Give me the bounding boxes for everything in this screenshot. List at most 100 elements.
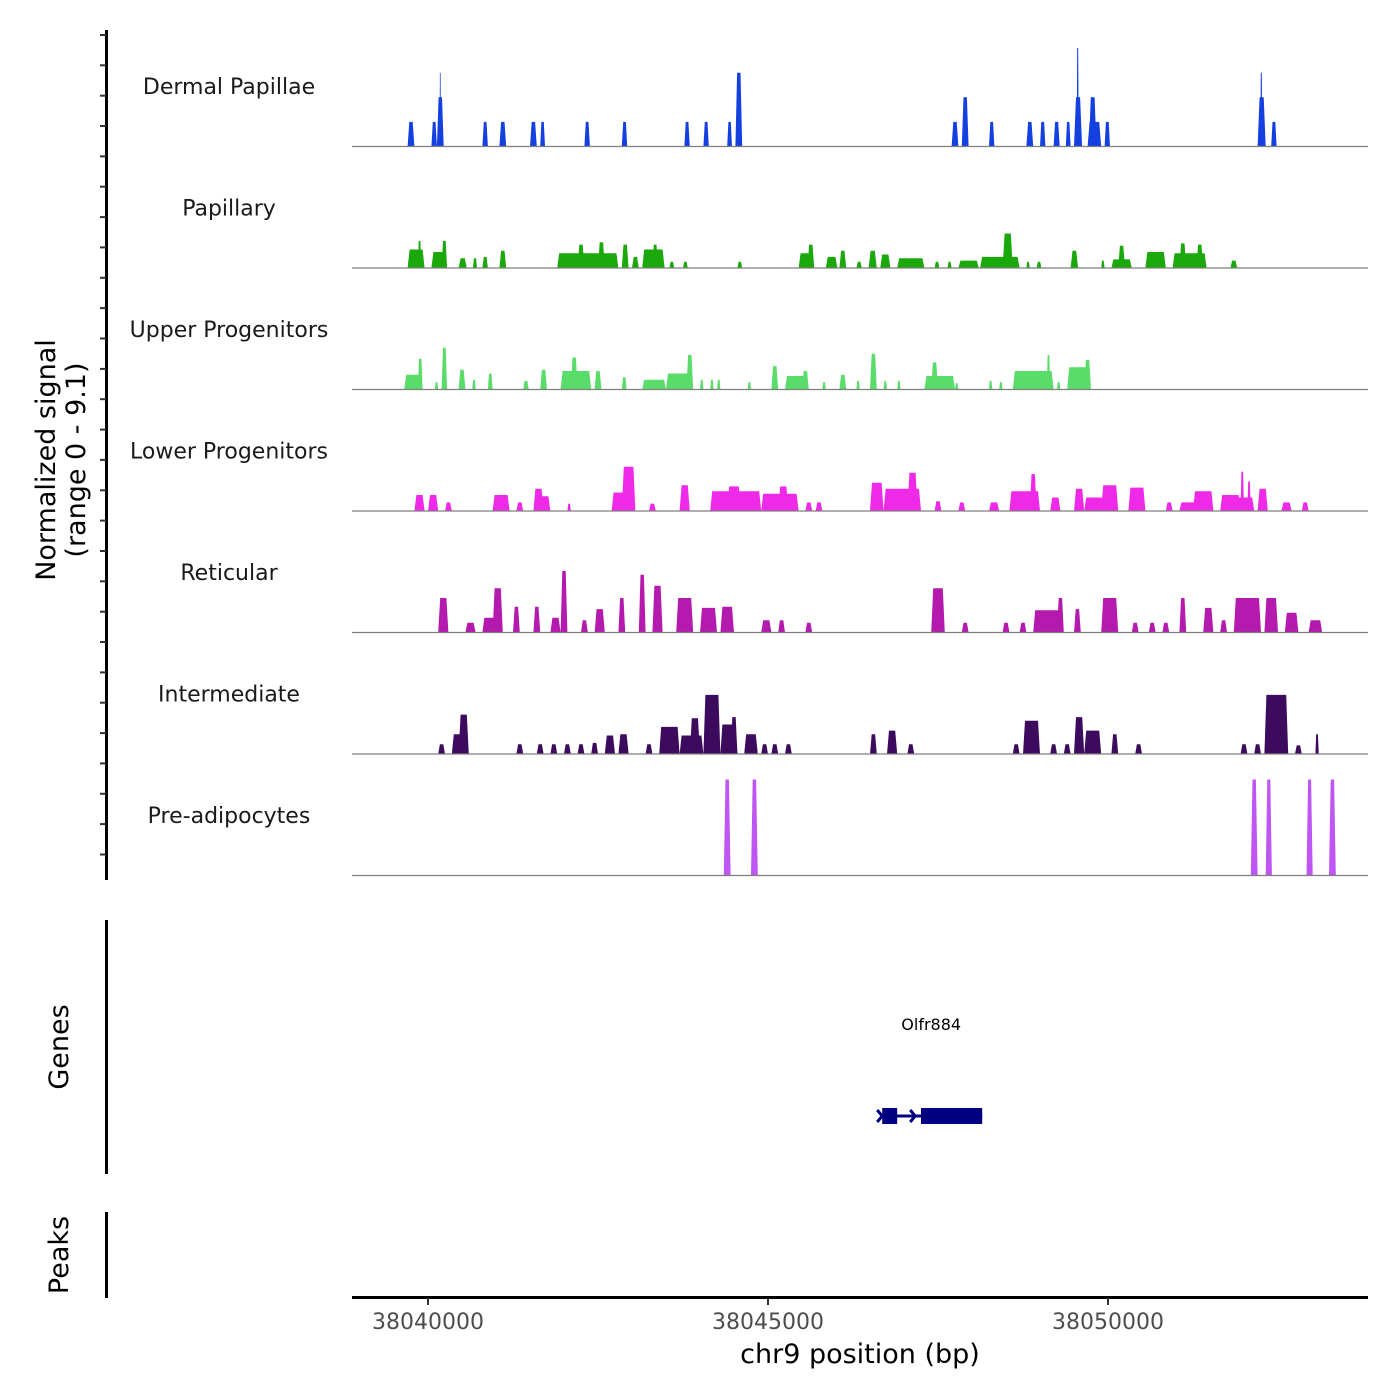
signal-peak: [536, 496, 551, 511]
signal-peak: [989, 380, 993, 390]
signal-peak: [1036, 261, 1042, 268]
signal-peak: [1101, 485, 1119, 511]
signal-peak: [839, 250, 847, 268]
strand-arrow-icon: [909, 1109, 918, 1123]
signal-peak: [710, 379, 714, 390]
signal-peak: [434, 382, 439, 390]
signal-peak: [870, 482, 884, 511]
signal-peak: [737, 261, 743, 268]
signal-peak: [557, 253, 619, 268]
signal-peak: [438, 598, 449, 633]
signal-peak: [1264, 598, 1278, 633]
signal-peak: [870, 353, 877, 390]
signal-peak: [868, 250, 877, 268]
signal-peak: [1203, 607, 1214, 633]
signal-peak: [1233, 598, 1261, 633]
signal-peak: [499, 250, 507, 268]
track-label: Pre-adipocytes: [148, 804, 311, 829]
signal-peak: [785, 744, 792, 754]
signal-peak: [720, 606, 734, 633]
signal-peak: [951, 121, 959, 147]
signal-peak: [1250, 779, 1258, 876]
signal-peak: [727, 121, 732, 147]
signal-peak: [645, 744, 653, 754]
signal-peak: [530, 121, 537, 147]
coverage-y-axis-ticks: [100, 34, 106, 856]
signal-peak: [761, 620, 772, 633]
signal-peak: [839, 374, 847, 390]
signal-peak: [1179, 243, 1187, 268]
signal-peak: [428, 495, 439, 511]
y-axis-title: Normalized signal (range 0 - 9.1): [31, 339, 92, 581]
signal-peak: [550, 617, 561, 633]
signal-peak: [1247, 481, 1251, 511]
strand-arrow-icon: [876, 1109, 885, 1123]
signal-peak: [540, 369, 547, 390]
signal-peak: [703, 694, 721, 754]
signal-peak: [604, 735, 615, 754]
signal-peak: [1026, 121, 1034, 147]
signal-peak: [550, 744, 558, 754]
signal-peak: [1074, 717, 1085, 754]
signal-peak: [407, 121, 415, 147]
signal-peak: [1012, 744, 1020, 754]
track-intermediate: Intermediate: [158, 682, 1368, 755]
signal-peak: [1306, 779, 1313, 876]
signal-peak: [1196, 244, 1204, 268]
signal-peak: [989, 121, 995, 147]
signal-peak: [1033, 610, 1061, 633]
signal-peak: [1023, 720, 1040, 754]
signal-peak: [1260, 72, 1263, 147]
signal-peak: [560, 571, 568, 633]
signal-peak: [1067, 367, 1088, 390]
signal-peak: [771, 366, 779, 390]
x-tick-label: 38045000: [712, 1310, 824, 1335]
signal-peak: [1230, 260, 1238, 268]
signal-peak: [1265, 779, 1272, 876]
signal-peak: [1271, 121, 1277, 147]
signal-peak: [1240, 471, 1244, 511]
signal-peak: [621, 244, 629, 268]
signal-peak: [934, 501, 942, 511]
signal-peak: [1162, 622, 1170, 633]
signal-peak: [679, 485, 690, 511]
signal-peak: [581, 620, 588, 633]
signal-peak: [700, 607, 717, 633]
signal-peak: [1002, 233, 1013, 268]
signal-peak: [1145, 252, 1166, 268]
signal-peak: [445, 502, 452, 511]
signal-peak: [632, 256, 639, 268]
signal-peak: [1329, 779, 1336, 876]
signal-peak: [465, 622, 476, 633]
signal-peak: [1295, 745, 1302, 754]
signal-peak: [887, 730, 898, 754]
signal-peak: [751, 779, 758, 876]
signal-peak: [1148, 622, 1156, 633]
track-label: Reticular: [180, 561, 278, 586]
signal-peak: [649, 503, 656, 511]
signal-peak: [1050, 497, 1061, 511]
genes-track-label: Genes: [44, 1004, 75, 1089]
signal-peak: [417, 358, 423, 390]
x-axis-ticks: 38040000 38045000 38050000: [372, 1298, 1164, 1335]
signal-peak: [825, 256, 838, 268]
signal-peak: [999, 382, 1003, 390]
signal-peak: [883, 380, 887, 390]
signal-peak: [778, 486, 789, 511]
signal-peak: [621, 121, 628, 147]
signal-peak: [404, 374, 422, 390]
signal-peak: [1220, 620, 1227, 633]
signal-peak: [584, 121, 590, 147]
signal-peak: [802, 371, 809, 390]
signal-peak: [618, 734, 629, 754]
signal-peak: [414, 495, 425, 511]
signal-peak: [1065, 121, 1071, 147]
signal-peak: [856, 380, 860, 390]
track-label: Upper Progenitors: [130, 318, 329, 343]
signal-peak: [1019, 622, 1027, 633]
peaks-track: Peaks: [44, 1212, 108, 1298]
signal-peak: [1301, 502, 1309, 511]
signal-peak: [577, 744, 585, 754]
signal-peak: [652, 585, 663, 633]
